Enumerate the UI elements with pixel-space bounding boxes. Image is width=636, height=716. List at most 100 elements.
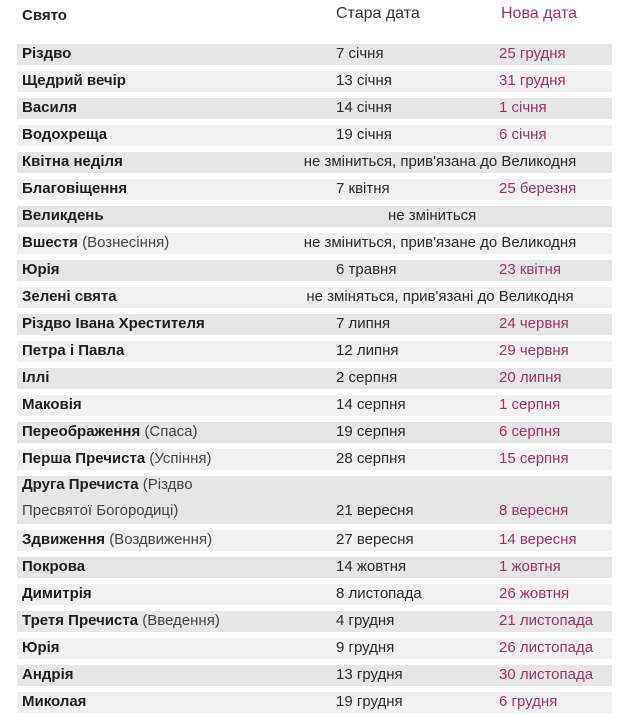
holiday-name: Великдень: [22, 207, 104, 224]
table-row: Димитрія 8 листопада 26 жовтня: [0, 581, 636, 608]
row-band: [17, 233, 612, 254]
row-band: [17, 530, 612, 551]
table-row: Миколая 19 грудня 6 грудня: [0, 689, 636, 716]
table-row: Іллі 2 серпня 20 липня: [0, 365, 636, 392]
table-row: Друга Пречиста (Різдво Пресвятої Богороди…: [0, 473, 636, 527]
old-date: 2 серпня: [336, 369, 398, 386]
holiday-name: Водохреща: [22, 126, 107, 143]
holiday-title: Благовіщення: [22, 180, 128, 197]
new-date: 21 листопада: [499, 612, 594, 629]
table-header: Свято Стара дата Нова дата: [0, 0, 636, 30]
holiday-title: Покрова: [22, 558, 86, 575]
new-date: 1 жовтня: [499, 558, 561, 575]
new-date: 30 листопада: [499, 666, 594, 683]
table-row: Юрія 9 грудня 26 листопада: [0, 635, 636, 662]
old-date: 19 серпня: [336, 423, 406, 440]
table-row: Благовіщення 7 квітня 25 березня: [0, 176, 636, 203]
date-unchanged-note: не зміниться: [388, 207, 477, 224]
old-date: 27 вересня: [336, 531, 414, 548]
old-date: 19 січня: [336, 126, 392, 143]
holiday-name: Перша Пречиста (Успіння): [22, 450, 212, 467]
old-date: 14 серпня: [336, 396, 406, 413]
row-band: [17, 98, 612, 119]
new-date: 26 жовтня: [499, 585, 570, 602]
old-date: 28 серпня: [336, 450, 406, 467]
holiday-title: Вшестя: [22, 234, 78, 251]
holiday-title: Юрія: [22, 261, 60, 278]
holiday-note-continued: Пресвятої Богородиці): [22, 502, 179, 519]
table-row: Андрія 13 грудня 30 листопада: [0, 662, 636, 689]
row-band: [17, 422, 612, 443]
holiday-title: Зелені свята: [22, 288, 117, 305]
holiday-title: Андрія: [22, 666, 74, 683]
new-date: 6 серпня: [499, 423, 561, 440]
new-date: 8 вересня: [499, 502, 569, 519]
new-date: 1 січня: [499, 99, 547, 116]
row-band: [17, 665, 612, 686]
holiday-title: Щедрий вечір: [22, 72, 126, 89]
old-date: 13 грудня: [336, 666, 403, 683]
new-date: 25 грудня: [499, 45, 566, 62]
new-date: 20 липня: [499, 369, 562, 386]
holiday-name: Вшестя (Вознесіння): [22, 234, 169, 251]
row-band: [17, 206, 612, 227]
row-band: [17, 449, 612, 470]
table-row: Маковія 14 серпня 1 серпня: [0, 392, 636, 419]
row-band: [17, 692, 612, 713]
new-date: 29 червня: [499, 342, 569, 359]
new-date: 6 грудня: [499, 693, 558, 710]
holiday-name: Здвиження (Воздвиження): [22, 531, 212, 548]
holiday-name: Переображення (Спаса): [22, 423, 198, 440]
table-row: Щедрий вечір 13 січня 31 грудня: [0, 68, 636, 95]
old-date: 7 липня: [336, 315, 391, 332]
date-unchanged-note: не зміняться, прив'язані до Великодня: [306, 288, 574, 305]
holiday-title: Димитрія: [22, 585, 92, 602]
row-band: [17, 314, 612, 335]
row-band: [17, 368, 612, 389]
holiday-title: Водохреща: [22, 126, 108, 143]
table-body: Різдво 7 січня 25 грудня Щедрий вечір 13 січ…: [0, 41, 636, 716]
holiday-name: Різдво: [22, 45, 71, 62]
row-band: [17, 152, 612, 173]
new-date: 1 серпня: [499, 396, 561, 413]
header-old-date: Стара дата: [336, 5, 420, 22]
row-band: [17, 638, 612, 659]
old-date: 9 грудня: [336, 639, 395, 656]
holiday-note: (Введення): [142, 612, 220, 629]
row-band: [17, 179, 612, 200]
row-band: [17, 611, 612, 632]
row-band: [17, 476, 612, 524]
date-unchanged-note: не зміниться, прив'язане до Великодня: [303, 234, 577, 251]
holiday-title: Перша Пречиста: [22, 450, 146, 467]
row-band: [17, 287, 612, 308]
holiday-note: (Воздвиження): [109, 531, 213, 548]
new-date: 6 січня: [499, 126, 547, 143]
row-band: [17, 125, 612, 146]
new-date: 26 листопада: [499, 639, 594, 656]
holiday-note: (Спаса): [144, 423, 198, 440]
old-date: 7 квітня: [336, 180, 390, 197]
holiday-note: (Різдво: [142, 476, 193, 493]
holiday-name: Покрова: [22, 558, 85, 575]
table-row: Переображення (Спаса) 19 серпня 6 серпня: [0, 419, 636, 446]
old-date: 19 грудня: [336, 693, 403, 710]
holiday-title: Маковія: [22, 396, 82, 413]
old-date: 12 липня: [336, 342, 399, 359]
header-holiday: Свято: [22, 7, 67, 24]
old-date: 4 грудня: [336, 612, 395, 629]
new-date: 31 грудня: [499, 72, 566, 89]
header-new-date: Нова дата: [501, 5, 578, 22]
holiday-title: Друга Пречиста: [22, 476, 139, 493]
old-date: 21 вересня: [336, 502, 414, 519]
old-date: 7 січня: [336, 45, 384, 62]
table-row: Петра і Павла 12 липня 29 червня: [0, 338, 636, 365]
holiday-title: Різдво Івана Хрестителя: [22, 315, 205, 332]
holiday-title: Переображення: [22, 423, 141, 440]
holiday-name: Друга Пречиста (Різдво Пресвятої Богороди…: [22, 472, 193, 524]
date-unchanged-note: не зміниться, прив'язана до Великодня: [303, 153, 577, 170]
holiday-title: Великдень: [22, 207, 104, 224]
old-date: 14 жовтня: [336, 558, 407, 575]
holiday-title: Квітна неділя: [22, 153, 123, 170]
row-band: [17, 341, 612, 362]
